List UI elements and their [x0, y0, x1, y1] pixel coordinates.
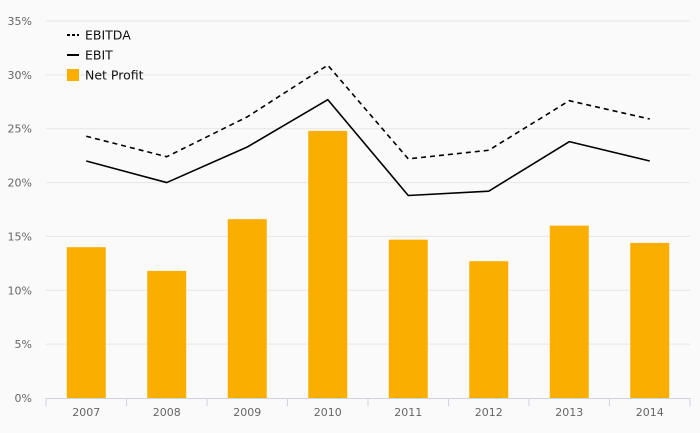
- x-tick-label: 2008: [153, 406, 181, 419]
- x-tick-label: 2013: [555, 406, 583, 419]
- net-profit-bar-2014: [630, 242, 670, 398]
- x-tick-label: 2014: [636, 406, 664, 419]
- net-profit-bar-2007: [66, 247, 106, 398]
- net-profit-bar-2012: [469, 261, 509, 398]
- x-tick-label: 2011: [394, 406, 422, 419]
- legend-label-net-profit: Net Profit: [85, 68, 144, 83]
- net-profit-bar-2010: [308, 130, 348, 398]
- y-tick-label: 35%: [8, 15, 32, 28]
- x-tick-label: 2012: [475, 406, 503, 419]
- y-tick-label: 10%: [8, 284, 32, 297]
- y-tick-label: 0%: [15, 392, 32, 405]
- net-profit-bar-2011: [388, 239, 428, 398]
- y-tick-label: 25%: [8, 123, 32, 136]
- net-profit-bars: [66, 130, 670, 398]
- x-tick-label: 2007: [72, 406, 100, 419]
- x-tick-label: 2010: [314, 406, 342, 419]
- y-tick-label: 20%: [8, 177, 32, 190]
- y-tick-label: 5%: [15, 338, 32, 351]
- legend-label-ebitda: EBITDA: [85, 28, 131, 43]
- net-profit-bar-2009: [227, 219, 267, 398]
- net-profit-bar-2013: [549, 225, 589, 398]
- y-tick-label: 15%: [8, 230, 32, 243]
- net-profit-bar-2008: [147, 270, 187, 398]
- legend: EBITDA EBIT Net Profit: [67, 28, 144, 83]
- axes: 0% 5% 10% 15% 20% 25% 30% 35% 2007 2008 2009 2010 20…: [8, 15, 691, 419]
- ebitda-line: [86, 64, 650, 160]
- legend-label-ebit: EBIT: [85, 48, 113, 63]
- legend-swatch-net-profit: [67, 69, 79, 81]
- x-tick-label: 2009: [233, 406, 261, 419]
- line-series: [86, 64, 650, 197]
- y-tick-label: 30%: [8, 69, 32, 82]
- ebit-line: [86, 98, 650, 197]
